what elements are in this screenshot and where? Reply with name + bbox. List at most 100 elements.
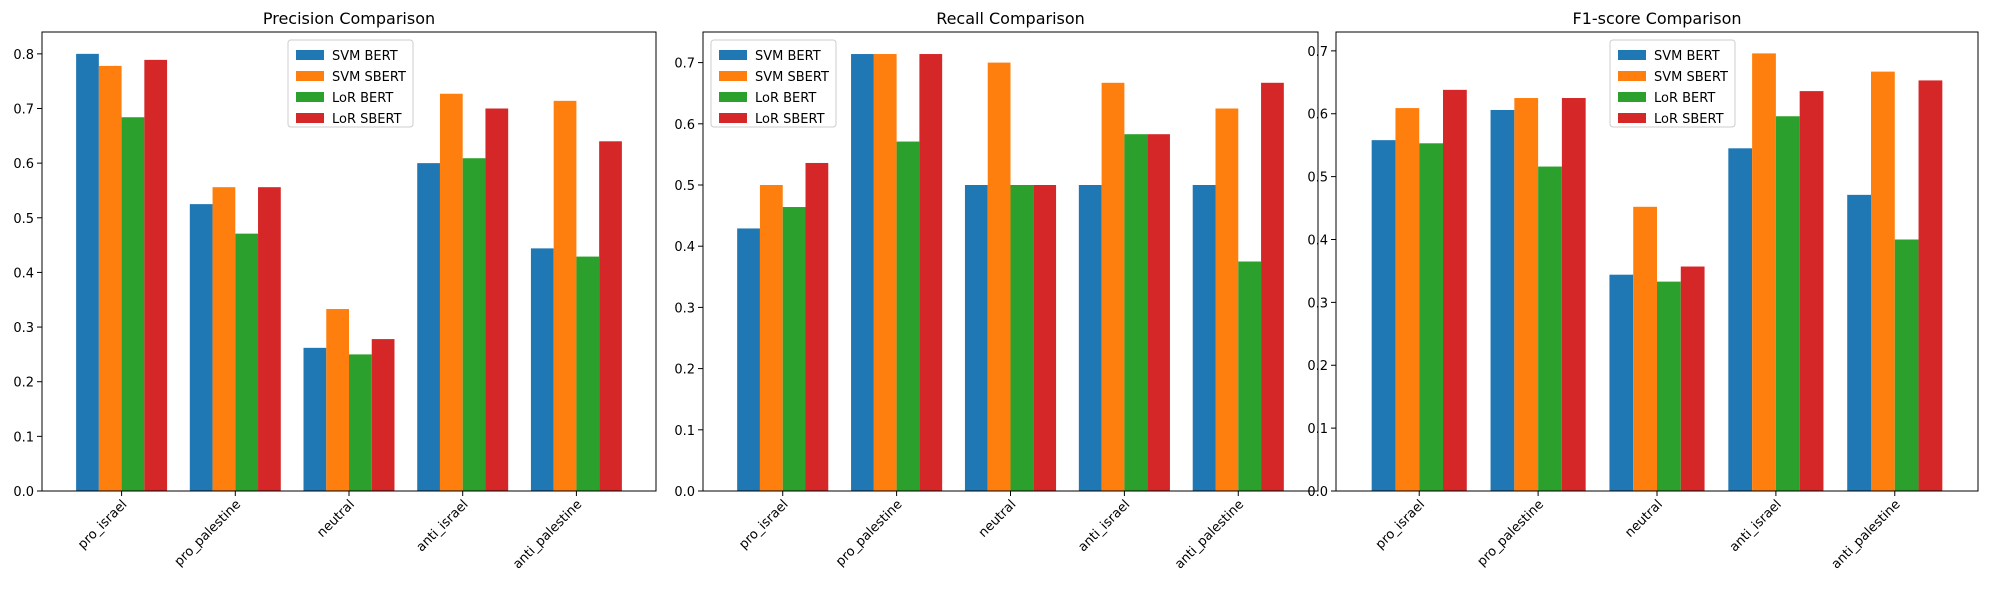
x-tick-label-anti-palestine: anti_palestine — [1829, 497, 1904, 572]
bar-lor-bert-pro-israel — [782, 207, 806, 492]
y-tick-label: 0.2 — [13, 376, 34, 391]
y-tick-label: 0.4 — [1307, 233, 1328, 248]
bar-svm-bert-pro-palestine — [851, 54, 874, 491]
bar-svm-sbert-pro-israel — [98, 65, 122, 491]
y-tick-label: 0.3 — [1307, 296, 1328, 311]
legend-label-svm-sbert: SVM SBERT — [1654, 70, 1728, 85]
legend-label-lor-sbert: LoR SBERT — [755, 112, 825, 127]
bar-svm-bert-anti-israel — [417, 163, 440, 491]
bar-lor-sbert-neutral — [371, 339, 395, 491]
bar-lor-sbert-anti-israel — [485, 108, 509, 491]
bar-lor-sbert-pro-israel — [144, 59, 168, 491]
bar-svm-sbert-pro-palestine — [212, 187, 236, 491]
bar-svm-bert-pro-palestine — [1490, 109, 1515, 491]
bar-lor-bert-neutral — [1657, 281, 1681, 491]
precision-chart: Precision Comparison 0.0 0.1 0.2 0.3 0.4 0.5 0.… — [13, 9, 657, 572]
x-tick-label-neutral: neutral — [976, 497, 1019, 540]
bar-svm-bert-anti-palestine — [1847, 194, 1871, 491]
x-tick-label-pro-palestine: pro_palestine — [1475, 497, 1547, 569]
y-tick-label: 0.1 — [13, 430, 34, 445]
y-tick-label: 0.5 — [674, 179, 695, 194]
bar-svm-bert-pro-israel — [76, 53, 99, 491]
f1-score-chart: F1-score Comparison 0.0 0.1 0.2 0.3 0.4 0.5 0.6… — [1307, 9, 1979, 572]
y-tick-label: 0.0 — [674, 485, 695, 500]
y-tick-label: 0.6 — [13, 157, 34, 172]
bar-svm-sbert-pro-palestine — [1514, 98, 1539, 492]
bar-lor-sbert-pro-palestine — [919, 54, 943, 491]
chart-title: Recall Comparison — [936, 9, 1085, 28]
bar-svm-bert-anti-israel — [1728, 148, 1753, 492]
bar-lor-bert-anti-palestine — [576, 256, 600, 491]
legend-label-lor-sbert: LoR SBERT — [332, 112, 402, 127]
y-tick-label: 0.7 — [13, 103, 34, 118]
bar-lor-bert-pro-palestine — [896, 141, 920, 491]
x-tick-label-anti-israel: anti_israel — [1727, 497, 1785, 555]
legend: SVM BERT SVM SBERT LoR BERT LoR SBERT — [710, 39, 837, 128]
legend-label-lor-bert: LoR BERT — [1654, 91, 1715, 106]
bar-svm-sbert-anti-israel — [1101, 82, 1125, 492]
bar-lor-bert-pro-palestine — [235, 233, 259, 491]
x-tick-label-neutral: neutral — [314, 497, 357, 540]
bar-lor-bert-anti-palestine — [1238, 261, 1262, 491]
plot-frame — [702, 31, 1319, 492]
bar-svm-bert-anti-palestine — [530, 248, 554, 491]
legend-swatch-lor-bert — [719, 92, 747, 102]
x-tick-label-anti-israel: anti_israel — [414, 497, 472, 555]
bar-svm-bert-pro-palestine — [189, 204, 213, 491]
legend-box — [710, 39, 837, 128]
bar-lor-bert-anti-israel — [1775, 116, 1800, 491]
x-tick-label-pro-israel: pro_israel — [1373, 497, 1428, 552]
y-tick-label: 0.6 — [1307, 108, 1328, 123]
chart-title: Precision Comparison — [263, 9, 435, 28]
legend-swatch-svm-sbert — [1618, 71, 1646, 81]
legend-label-svm-sbert: SVM SBERT — [755, 70, 829, 85]
x-tick-label-anti-palestine: anti_palestine — [1172, 497, 1247, 572]
bar-lor-bert-neutral — [349, 354, 372, 491]
bar-lor-bert-anti-israel — [462, 158, 486, 491]
legend-box — [287, 39, 414, 128]
bar-svm-sbert-anti-palestine — [1215, 108, 1239, 491]
legend-swatch-lor-sbert — [296, 113, 324, 123]
bar-svm-bert-pro-israel — [737, 228, 760, 491]
bar-svm-sbert-anti-israel — [1752, 53, 1776, 491]
legend-label-lor-bert: LoR BERT — [755, 91, 816, 106]
bar-svm-bert-anti-israel — [1078, 185, 1102, 491]
y-tick-label: 0.8 — [13, 48, 34, 63]
y-tick-label: 0.3 — [674, 301, 695, 316]
legend-swatch-lor-sbert — [1618, 113, 1646, 123]
y-tick-label: 0.6 — [674, 118, 695, 133]
legend-box — [1609, 39, 1736, 128]
y-tick-label: 0.0 — [1307, 485, 1328, 500]
x-tick-label-neutral: neutral — [1622, 497, 1665, 540]
bar-svm-bert-neutral — [1609, 274, 1634, 491]
legend-label-svm-bert: SVM BERT — [1654, 49, 1720, 64]
plot-frame — [1335, 31, 1979, 492]
y-tick-label: 0.2 — [674, 363, 695, 378]
legend-swatch-svm-bert — [719, 50, 747, 60]
legend-swatch-svm-bert — [1618, 50, 1646, 60]
y-tick-label: 0.5 — [1307, 171, 1328, 186]
bar-svm-bert-neutral — [303, 347, 327, 491]
bar-lor-sbert-pro-israel — [1443, 89, 1467, 492]
bar-svm-bert-neutral — [964, 185, 988, 491]
y-tick-label: 0.1 — [1307, 422, 1328, 437]
legend-swatch-svm-bert — [296, 50, 324, 60]
bar-lor-sbert-anti-palestine — [1918, 80, 1943, 491]
bar-svm-sbert-pro-israel — [1395, 108, 1420, 492]
bar-lor-bert-anti-palestine — [1894, 239, 1919, 491]
legend-swatch-lor-bert — [1618, 92, 1646, 102]
plot-frame — [41, 31, 657, 492]
x-tick-label-anti-israel: anti_israel — [1075, 497, 1133, 555]
bar-lor-sbert-pro-palestine — [258, 187, 281, 491]
bar-lor-sbert-anti-palestine — [1261, 82, 1284, 492]
legend-label-lor-sbert: LoR SBERT — [1654, 112, 1724, 127]
y-tick-label: 0.2 — [1307, 359, 1328, 374]
bar-svm-sbert-pro-israel — [759, 185, 783, 491]
legend-swatch-svm-sbert — [296, 71, 324, 81]
bar-lor-bert-anti-israel — [1124, 134, 1148, 492]
y-tick-label: 0.5 — [13, 212, 34, 227]
bar-lor-sbert-pro-palestine — [1561, 98, 1586, 492]
legend-swatch-svm-sbert — [719, 71, 747, 81]
chart-title: F1-score Comparison — [1572, 9, 1741, 28]
